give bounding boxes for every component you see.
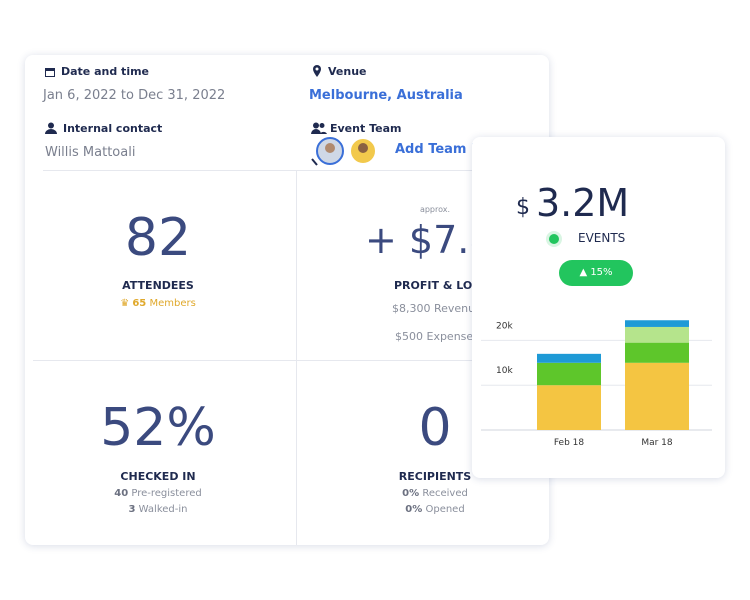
members-line: ♛ 65 Members bbox=[120, 298, 196, 309]
team-label: Event Team bbox=[330, 122, 402, 135]
received: 0% Received bbox=[402, 488, 468, 499]
divider bbox=[33, 360, 541, 361]
members-count: 65 bbox=[132, 298, 147, 309]
attendees-label: ATTENDEES bbox=[122, 279, 194, 292]
divider bbox=[43, 170, 533, 171]
expenses: $500 Expenses bbox=[395, 330, 479, 343]
members-text: Members bbox=[149, 298, 196, 309]
recipients-label: RECIPIENTS bbox=[398, 470, 472, 483]
chart: 10k 20k Feb 18 Mar 18 bbox=[481, 320, 712, 448]
count: 40 bbox=[114, 488, 129, 499]
legend-dot bbox=[549, 234, 559, 244]
legend-label: EVENTS bbox=[578, 231, 626, 245]
calendar-icon bbox=[45, 68, 55, 77]
badge-text: 15% bbox=[590, 267, 613, 278]
preregistered: 40 Pre-registered bbox=[114, 488, 201, 499]
revenue: $8,300 Revenue bbox=[392, 302, 482, 315]
pin-icon bbox=[313, 65, 321, 77]
contact-value: Willis Mattoali bbox=[45, 145, 136, 160]
venue-label: Venue bbox=[328, 65, 367, 78]
text: Opened bbox=[425, 504, 465, 515]
walked-in: 3 Walked-in bbox=[129, 504, 188, 515]
x-tick-label: Feb 18 bbox=[554, 438, 585, 448]
amount: 3.2M bbox=[536, 181, 630, 225]
divider bbox=[296, 170, 297, 545]
opened: 0% Opened bbox=[405, 504, 464, 515]
y-tick-label: 20k bbox=[496, 321, 513, 331]
profit-label: PROFIT & LOSS bbox=[394, 279, 488, 292]
summary-card: $ 3.2M EVENTS ▲ 15% 10k 20k Feb 18 Mar 18 bbox=[472, 137, 725, 478]
contact-label: Internal contact bbox=[63, 122, 163, 135]
text: Pre-registered bbox=[131, 488, 202, 499]
approx-note: approx. bbox=[419, 205, 451, 214]
checked-in-label: CHECKED IN bbox=[120, 470, 196, 483]
recipients-value: 0 bbox=[418, 398, 452, 458]
date-label: Date and time bbox=[61, 65, 150, 78]
y-tick-label: 10k bbox=[496, 366, 513, 376]
bar-segment bbox=[537, 353, 601, 363]
bar-segment bbox=[625, 320, 689, 327]
bar-segment bbox=[537, 362, 601, 386]
bar-segment bbox=[625, 342, 689, 363]
person-icon bbox=[45, 122, 57, 134]
avatars bbox=[311, 137, 377, 166]
growth-badge: ▲ 15% bbox=[559, 260, 633, 286]
venue-value[interactable]: Melbourne, Australia bbox=[309, 88, 463, 103]
bar-segment bbox=[625, 362, 689, 430]
count: 3 bbox=[128, 504, 136, 515]
checked-in-value: 52% bbox=[100, 398, 216, 458]
count: 0% bbox=[405, 504, 423, 515]
currency: $ bbox=[516, 195, 530, 220]
bar-segment bbox=[537, 385, 601, 430]
text: Received bbox=[422, 488, 468, 499]
add-team-link[interactable]: Add Team M bbox=[395, 142, 484, 157]
text: Walked-in bbox=[138, 504, 188, 515]
event-card: Date and time Jan 6, 2022 to Dec 31, 202… bbox=[25, 55, 549, 545]
x-tick-label: Mar 18 bbox=[641, 438, 673, 448]
bar-segment bbox=[625, 326, 689, 343]
date-value: Jan 6, 2022 to Dec 31, 2022 bbox=[43, 88, 226, 103]
count: 0% bbox=[402, 488, 420, 499]
team-icon bbox=[311, 122, 327, 134]
attendees-value: 82 bbox=[124, 208, 192, 268]
